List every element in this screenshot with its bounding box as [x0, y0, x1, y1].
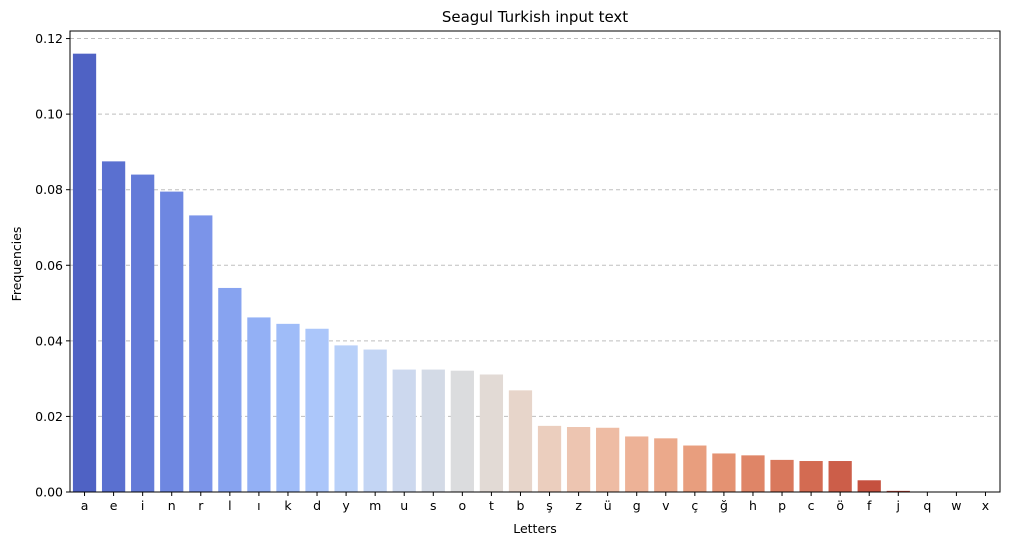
x-tick-label: u — [400, 498, 408, 513]
y-axis-ticks: 0.00 0.02 0.04 0.06 0.08 0.10 0.12 — [35, 31, 70, 500]
y-tick-label: 0.02 — [35, 409, 63, 424]
bar-h — [741, 455, 765, 492]
bar-c — [799, 461, 823, 492]
y-tick-label: 0.12 — [35, 31, 63, 46]
x-tick-label: ü — [604, 498, 612, 513]
x-tick-label: h — [749, 498, 757, 513]
bar-ğ — [712, 453, 736, 492]
y-axis-label: Frequencies — [9, 227, 24, 302]
bar-ı — [247, 317, 271, 492]
x-tick-label: ş — [546, 498, 553, 513]
x-tick-label: ğ — [720, 498, 728, 513]
bar-b — [508, 390, 533, 492]
x-tick-label: o — [459, 498, 467, 513]
bar-a — [72, 53, 97, 493]
bar-f — [857, 480, 881, 492]
bar-s — [421, 369, 445, 492]
bar-t — [479, 374, 504, 492]
bars — [72, 53, 910, 493]
x-tick-label: a — [81, 498, 89, 513]
x-tick-label: ı — [257, 498, 260, 513]
bar-n — [160, 191, 184, 492]
x-tick-label: q — [923, 498, 931, 513]
bar-g — [625, 436, 649, 492]
y-tick-label: 0.04 — [35, 333, 63, 348]
x-tick-label: d — [313, 498, 321, 513]
bar-o — [450, 370, 474, 492]
x-tick-label: v — [662, 498, 670, 513]
x-tick-label: f — [867, 498, 872, 513]
bar-ü — [596, 427, 620, 492]
x-tick-label: x — [982, 498, 989, 513]
x-tick-label: y — [342, 498, 350, 513]
x-tick-label: l — [228, 498, 231, 513]
bar-i — [131, 174, 155, 493]
bar-d — [305, 328, 329, 492]
x-tick-label: c — [808, 498, 815, 513]
x-tick-label: m — [369, 498, 381, 513]
y-tick-label: 0.10 — [35, 107, 63, 122]
bar-ş — [537, 425, 562, 492]
x-tick-label: b — [517, 498, 525, 513]
bar-e — [101, 161, 126, 493]
bar-j — [886, 490, 910, 492]
y-tick-label: 0.00 — [35, 485, 63, 500]
bar-z — [566, 427, 591, 492]
x-tick-label: n — [168, 498, 176, 513]
x-tick-label: p — [778, 498, 786, 513]
x-tick-label: r — [198, 498, 204, 513]
bar-p — [770, 459, 794, 492]
bar-l — [218, 287, 242, 492]
x-tick-label: ö — [836, 498, 844, 513]
x-tick-label: i — [141, 498, 144, 513]
x-tick-label: k — [284, 498, 292, 513]
bar-k — [276, 323, 300, 492]
x-tick-label: w — [951, 498, 961, 513]
axes-frame — [69, 30, 1001, 493]
bar-ç — [683, 445, 707, 492]
x-tick-label: e — [110, 498, 118, 513]
bar-ö — [828, 461, 852, 492]
x-tick-label: ç — [691, 498, 698, 513]
bar-u — [392, 369, 416, 492]
bar-m — [363, 349, 387, 492]
plot-border — [69, 30, 1001, 493]
chart-title: Seagul Turkish input text — [442, 8, 628, 26]
y-tick-label: 0.06 — [35, 258, 63, 273]
x-axis-label: Letters — [513, 521, 557, 536]
x-tick-label: z — [575, 498, 582, 513]
bar-v — [654, 438, 678, 492]
x-tick-label: g — [633, 498, 641, 513]
x-tick-label: t — [489, 498, 494, 513]
x-tick-label: j — [896, 498, 900, 513]
x-tick-label: s — [430, 498, 437, 513]
bar-r — [189, 215, 213, 492]
y-tick-label: 0.08 — [35, 182, 63, 197]
bar-y — [334, 345, 358, 492]
